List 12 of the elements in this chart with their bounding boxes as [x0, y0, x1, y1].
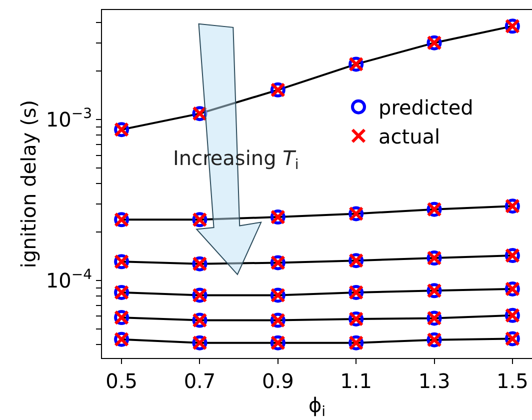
legend-label: predicted: [378, 96, 474, 120]
y-tick-label: 10$^{−3}$: [46, 106, 92, 132]
x-tick-label: 1.3: [418, 369, 450, 393]
x-tick-label: 1.1: [340, 369, 372, 393]
y-tick-label: 10$^{−4}$: [46, 267, 92, 293]
x-tick-label: 0.5: [106, 369, 138, 393]
x-tick-label: 0.7: [184, 369, 216, 393]
x-tick-label: 1.5: [496, 369, 528, 393]
x-axis-title: ϕ$_{i}$: [308, 392, 326, 420]
y-axis-title: ignition delay (s): [16, 100, 40, 268]
x-tick-label: 0.9: [262, 369, 294, 393]
legend-label: actual: [378, 124, 440, 149]
